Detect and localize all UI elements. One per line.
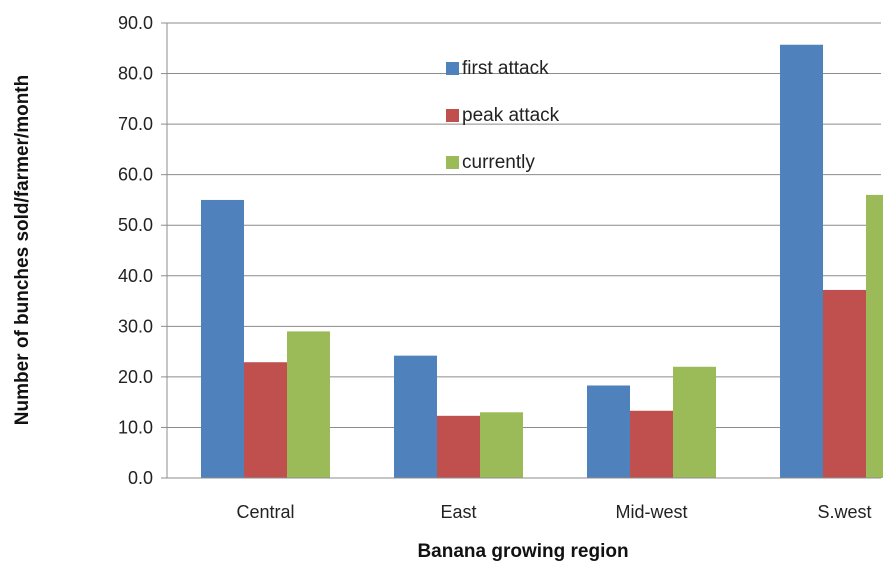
y-tick-label: 40.0 bbox=[118, 266, 153, 286]
legend-label: currently bbox=[462, 152, 535, 173]
y-tick-label: 80.0 bbox=[118, 64, 153, 84]
x-tick-label: East bbox=[440, 502, 476, 522]
y-axis-tick-labels: 0.0 10.0 20.0 30.0 40.0 50.0 60.0 70.0 80.0 90.0 bbox=[118, 13, 167, 488]
bar-first-attack-central bbox=[201, 199, 244, 478]
y-tick-label: 0.0 bbox=[128, 468, 153, 488]
bar-currently-east bbox=[480, 412, 523, 478]
x-tick-label: S.west bbox=[817, 502, 871, 522]
y-axis-title: Number of bunches sold/farmer/month bbox=[12, 75, 33, 425]
bar-peak-attack-east bbox=[437, 415, 480, 478]
legend-label: first attack bbox=[462, 58, 549, 79]
x-tick-label: Central bbox=[236, 502, 294, 522]
bar-currently-mid-west bbox=[673, 366, 716, 478]
bar-peak-attack-mid-west bbox=[630, 410, 673, 478]
legend-swatch bbox=[446, 156, 459, 169]
bar-currently-central bbox=[287, 331, 330, 478]
legend-swatch bbox=[446, 62, 459, 75]
y-tick-label: 70.0 bbox=[118, 114, 153, 134]
x-axis-tick-labels: Central East Mid-west S.west bbox=[236, 502, 871, 522]
legend-label: peak attack bbox=[462, 105, 560, 126]
bar-peak-attack-central bbox=[244, 362, 287, 478]
y-tick-label: 60.0 bbox=[118, 165, 153, 185]
x-axis-title: Banana growing region bbox=[417, 541, 628, 562]
bar-peak-attack-s-west bbox=[823, 289, 866, 478]
bar-first-attack-mid-west bbox=[587, 385, 630, 478]
legend-swatch bbox=[446, 109, 459, 122]
bars bbox=[201, 44, 883, 478]
bar-currently-s-west bbox=[866, 194, 883, 478]
x-tick-label: Mid-west bbox=[615, 502, 687, 522]
bar-first-attack-s-west bbox=[780, 44, 823, 478]
y-tick-label: 30.0 bbox=[118, 316, 153, 336]
y-tick-label: 50.0 bbox=[118, 215, 153, 235]
y-tick-label: 10.0 bbox=[118, 417, 153, 437]
legend: first attack peak attack currently bbox=[446, 58, 560, 173]
y-tick-label: 90.0 bbox=[118, 13, 153, 33]
y-tick-label: 20.0 bbox=[118, 367, 153, 387]
bar-first-attack-east bbox=[394, 355, 437, 478]
